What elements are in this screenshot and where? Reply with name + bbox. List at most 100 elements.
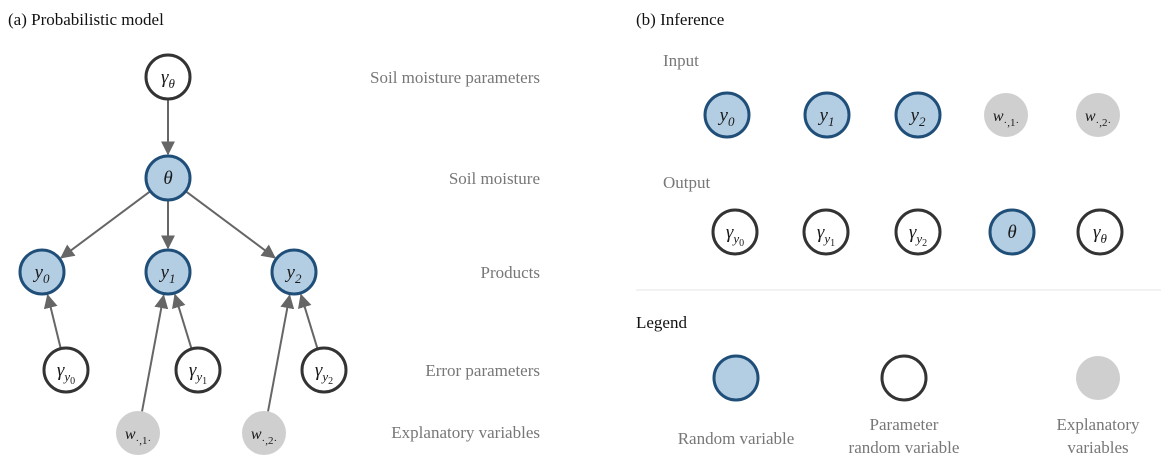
node-label: w·,2· (251, 426, 277, 447)
node (894, 208, 942, 256)
label-sub: 0 (728, 114, 735, 129)
node-label: y1 (159, 262, 176, 286)
label-sub: 1 (169, 271, 176, 286)
node (144, 248, 192, 296)
section-label: Output (663, 173, 711, 192)
edge (267, 294, 295, 412)
level-label: Products (481, 263, 541, 282)
label-base: y (285, 262, 296, 283)
node-label: w·,2· (1085, 108, 1111, 129)
label-base: w (251, 426, 262, 443)
node-label: θ (1007, 222, 1016, 243)
label-base: γ (726, 222, 734, 243)
edge (298, 293, 319, 350)
label-base: γ (1093, 222, 1101, 243)
node (242, 411, 286, 455)
label-base: y (909, 105, 920, 126)
edge (185, 190, 276, 259)
legend-label: Explanatory (1056, 415, 1140, 434)
edge (43, 293, 62, 349)
node (42, 346, 90, 394)
label-subsub: 1 (830, 238, 835, 249)
label-subsub: 2 (328, 376, 333, 387)
node (711, 208, 759, 256)
node-label: γy1 (817, 222, 835, 249)
level-label: Soil moisture (449, 169, 540, 188)
label-base: γ (909, 222, 917, 243)
level-label: Error parameters (425, 361, 540, 380)
edge (172, 293, 193, 350)
label-base: y (718, 105, 729, 126)
section-label: Input (663, 51, 699, 70)
level-label: Soil moisture parameters (370, 68, 540, 87)
label-subsub: 2 (922, 238, 927, 249)
node (894, 91, 942, 139)
label-base: y (33, 262, 44, 283)
legend-label: variables (1067, 438, 1128, 457)
label-base: y (159, 262, 170, 283)
node (802, 208, 850, 256)
node-label: y2 (285, 262, 302, 286)
legend-label: Parameter (870, 415, 939, 434)
node (880, 354, 928, 402)
label-base: γ (161, 67, 169, 88)
label-sub: 0 (43, 271, 50, 286)
node-label: γy2 (909, 222, 927, 249)
label-sub: θ (1101, 231, 1108, 246)
node (270, 248, 318, 296)
label-subsub: 0 (739, 238, 744, 249)
panel-title: (b) Inference (636, 10, 724, 29)
edge (60, 190, 151, 259)
level-label: Explanatory variables (391, 423, 540, 442)
node (174, 346, 222, 394)
node (1076, 356, 1120, 400)
label-base: γ (189, 360, 197, 381)
label-sub: y (822, 231, 830, 246)
legend-label: random variable (849, 438, 960, 457)
label-base: θ (1007, 222, 1016, 243)
label-sub: θ (169, 76, 176, 91)
node-label: w·,1· (125, 426, 151, 447)
node (144, 53, 192, 101)
label-sub: 2 (919, 114, 926, 129)
label-sub: y (62, 369, 70, 384)
node-label: γy0 (57, 360, 75, 387)
node-label: γy0 (726, 222, 744, 249)
label-base: θ (163, 168, 172, 189)
label-sub: y (194, 369, 202, 384)
node-label: y1 (818, 105, 835, 129)
label-sub: y (914, 231, 922, 246)
node-label: y2 (909, 105, 926, 129)
panel-title: (a) Probabilistic model (8, 10, 164, 29)
label-sub: y (320, 369, 328, 384)
label-subsub: 1 (202, 376, 207, 387)
node (116, 411, 160, 455)
label-sub: 1 (828, 114, 835, 129)
node-label: y0 (718, 105, 735, 129)
node (803, 91, 851, 139)
legend-label: Random variable (678, 429, 795, 448)
label-sub: ·,2· (1096, 117, 1112, 129)
node (988, 208, 1036, 256)
edge (141, 294, 169, 412)
node (712, 354, 760, 402)
node (984, 93, 1028, 137)
label-subsub: 0 (70, 376, 75, 387)
node-label: γy1 (189, 360, 207, 387)
node (18, 248, 66, 296)
label-sub: ·,1· (136, 435, 152, 447)
node-label: y0 (33, 262, 50, 286)
node-label: θ (163, 168, 172, 189)
section-label: Legend (636, 313, 687, 332)
label-base: γ (315, 360, 323, 381)
node (1076, 93, 1120, 137)
node (1076, 208, 1124, 256)
node-label: γθ (161, 67, 176, 91)
label-base: w (1085, 108, 1096, 125)
node-label: γy2 (315, 360, 333, 387)
label-base: w (125, 426, 136, 443)
label-sub: 2 (295, 271, 302, 286)
node (703, 91, 751, 139)
label-sub: ·,2· (262, 435, 278, 447)
